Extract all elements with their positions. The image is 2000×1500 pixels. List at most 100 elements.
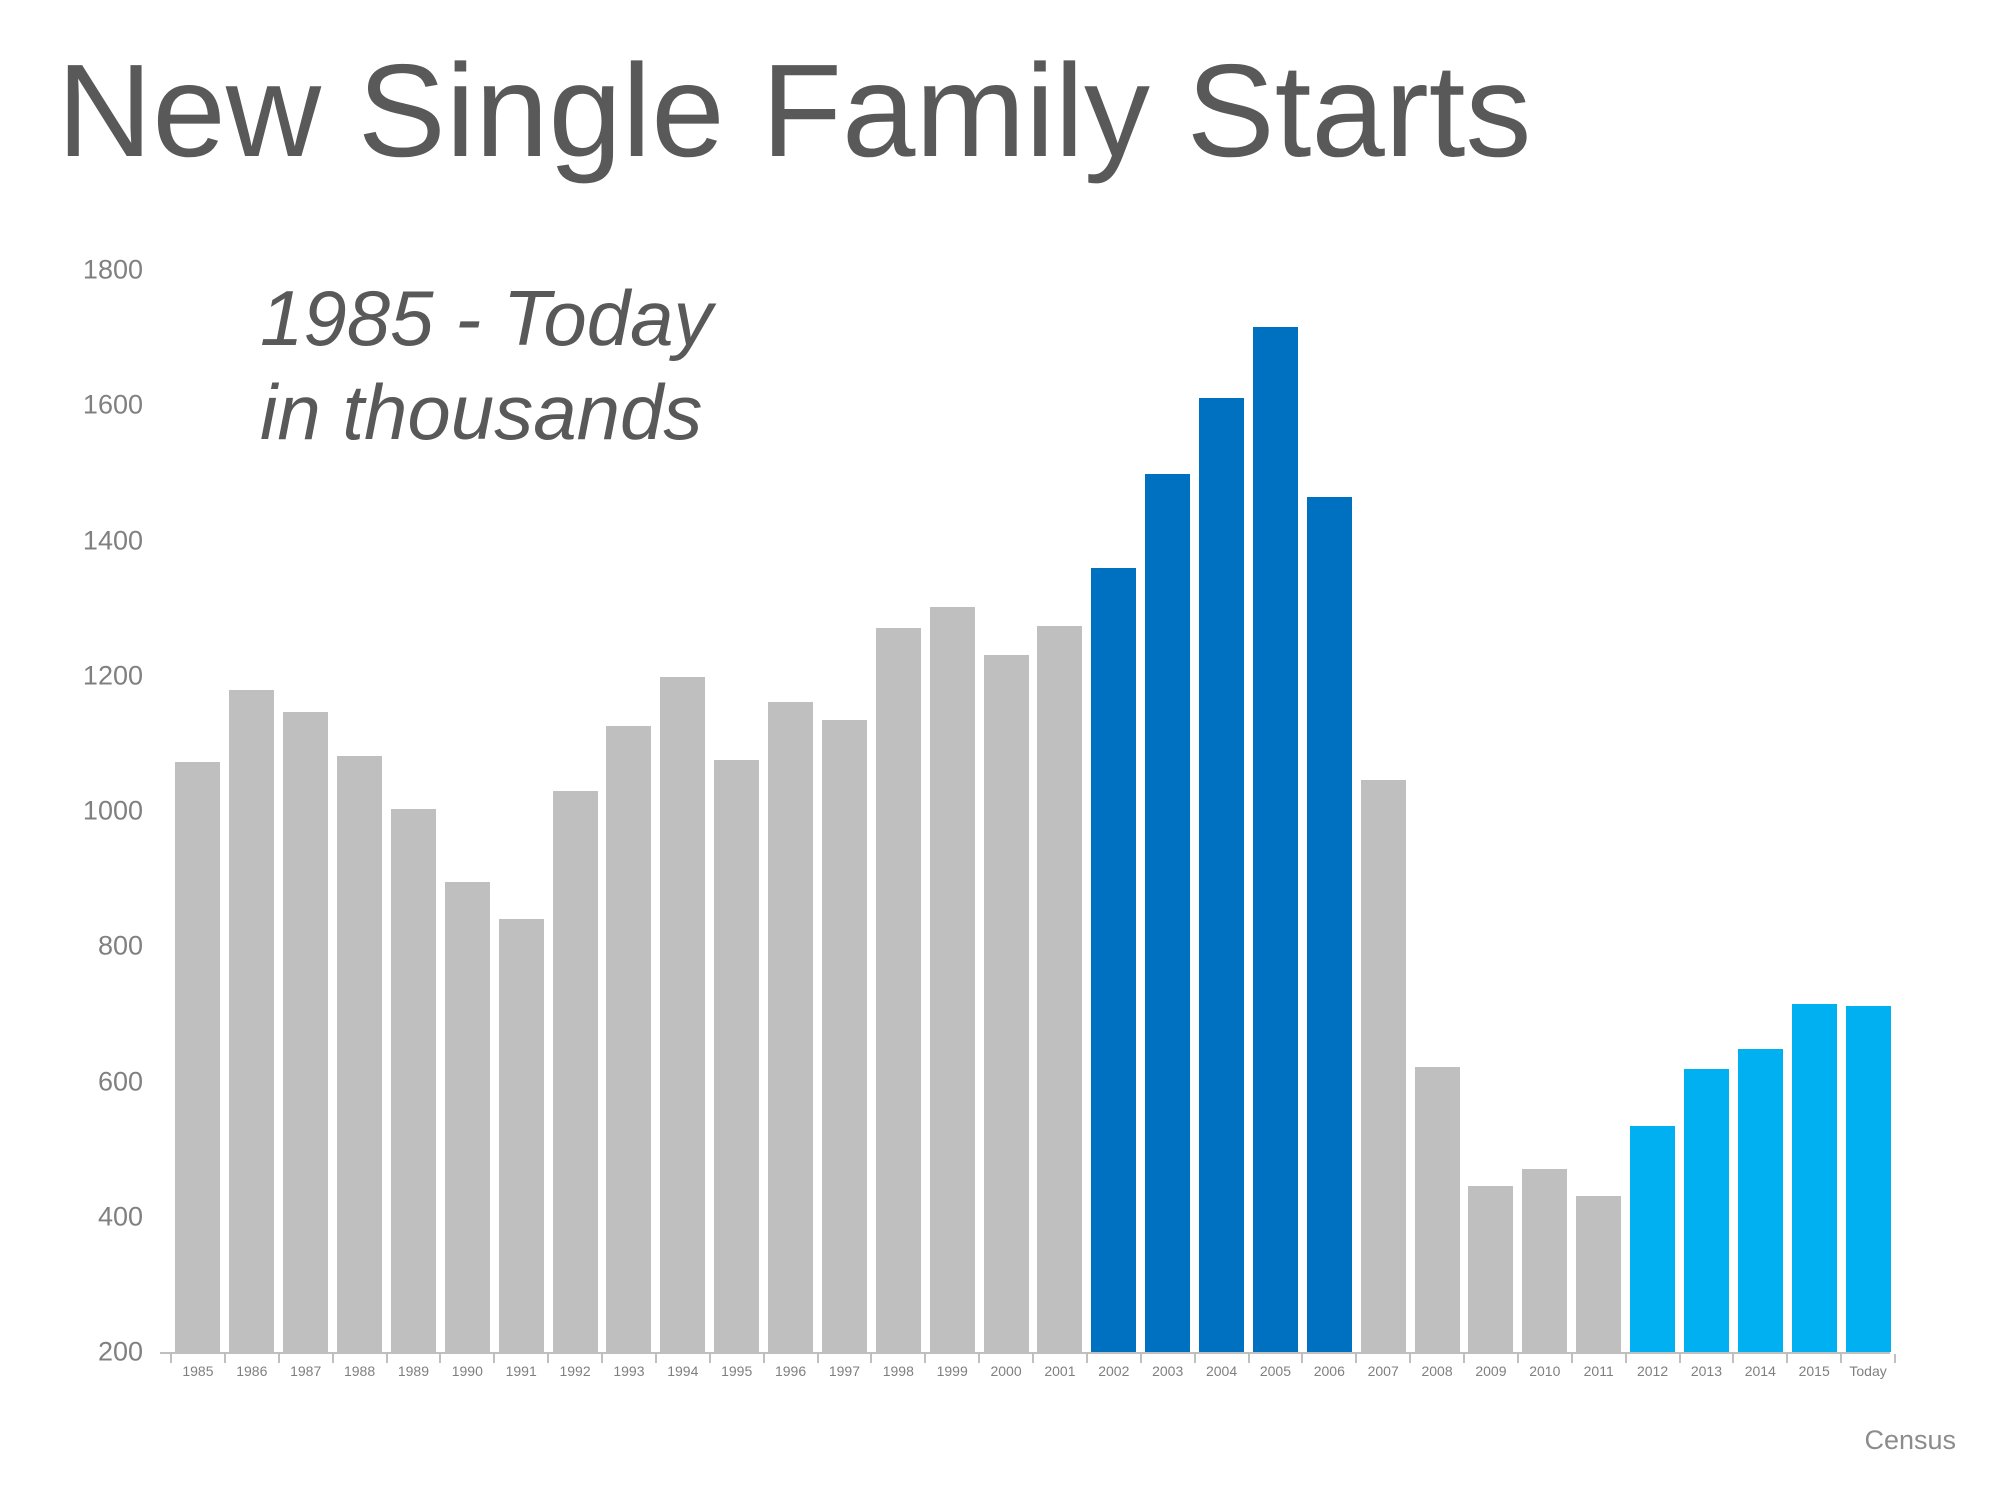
bar-cell — [171, 270, 225, 1352]
bar-cell — [1464, 270, 1518, 1352]
subtitle-line-2: in thousands — [260, 367, 703, 456]
y-tick-label: 600 — [97, 1066, 143, 1096]
bar-cell — [440, 270, 494, 1352]
bar-cell — [1410, 270, 1464, 1352]
bar-cell — [494, 270, 548, 1352]
axis-tick-mark — [1193, 1354, 1196, 1363]
x-tick-label: 2008 — [1421, 1363, 1453, 1379]
axis-tick-mark — [1085, 1354, 1088, 1363]
x-tick-label: 1993 — [613, 1363, 645, 1379]
bar-1993 — [606, 725, 652, 1352]
axis-tick-mark — [1840, 1354, 1843, 1363]
axis-tick-mark — [1570, 1354, 1573, 1363]
axis-tick-mark — [277, 1354, 280, 1363]
x-tick-label: 1987 — [290, 1363, 322, 1379]
bar-2010 — [1522, 1168, 1568, 1352]
bar-2002 — [1091, 568, 1137, 1352]
x-tick-label: 1992 — [559, 1363, 591, 1379]
bar-cell — [225, 270, 279, 1352]
bar-cell — [1572, 270, 1626, 1352]
x-tick-label: 2011 — [1583, 1363, 1614, 1379]
bar-cell — [656, 270, 710, 1352]
bar-2000 — [983, 654, 1029, 1352]
bar-cell — [871, 270, 925, 1352]
x-tick-label: 1985 — [182, 1363, 214, 1379]
bar-1985 — [175, 762, 221, 1352]
axis-tick-mark — [1409, 1354, 1412, 1363]
bar-cell — [1787, 270, 1841, 1352]
x-tick-label: 1996 — [774, 1363, 807, 1379]
bar-1988 — [337, 756, 383, 1352]
bar-1994 — [660, 677, 706, 1352]
x-tick-label: 1988 — [343, 1363, 376, 1379]
bar-1986 — [229, 690, 275, 1352]
bar-2003 — [1145, 473, 1191, 1352]
x-tick-label: 2009 — [1475, 1363, 1507, 1379]
bar-1999 — [929, 606, 975, 1352]
bar-cell — [279, 270, 333, 1352]
axis-tick-mark — [708, 1354, 711, 1363]
x-tick-label: 2015 — [1798, 1363, 1830, 1379]
bar-2014 — [1737, 1049, 1783, 1352]
y-tick-label: 800 — [97, 930, 143, 961]
bar-1996 — [768, 702, 814, 1352]
bar-2004 — [1199, 397, 1245, 1352]
y-tick-label: 200 — [97, 1336, 143, 1367]
bar-cell — [764, 270, 818, 1352]
x-tick-label: 2006 — [1313, 1363, 1345, 1379]
bar-cell — [1626, 270, 1680, 1352]
x-tick-label: 1991 — [505, 1363, 537, 1379]
bar-1991 — [498, 919, 544, 1352]
axis-tick-mark — [1786, 1354, 1789, 1363]
y-tick-label: 1800 — [82, 254, 143, 285]
x-tick-label: 2005 — [1259, 1363, 1292, 1379]
bar-cell — [1195, 270, 1249, 1352]
bar-cell — [1033, 270, 1087, 1352]
axis-tick-mark — [1247, 1354, 1250, 1363]
axis-tick-mark — [493, 1354, 496, 1363]
x-tick-label: 2007 — [1367, 1363, 1399, 1379]
x-tick-label: 2010 — [1529, 1363, 1561, 1379]
axis-tick-mark — [870, 1354, 873, 1363]
y-tick-label: 1400 — [82, 525, 143, 555]
bar-1992 — [552, 790, 598, 1352]
bar-cell — [602, 270, 656, 1352]
bar-cell — [1680, 270, 1734, 1352]
x-tick-label: 2014 — [1744, 1363, 1776, 1379]
subtitle-line-1: 1985 - Today — [260, 274, 713, 362]
bar-1995 — [714, 759, 760, 1352]
bar-series — [171, 270, 1895, 1352]
y-tick-label: 1600 — [82, 389, 143, 420]
bar-cell — [1141, 270, 1195, 1352]
axis-tick-mark — [924, 1354, 927, 1363]
x-tick-label: 1990 — [451, 1363, 483, 1379]
x-tick-label: 2001 — [1044, 1363, 1076, 1379]
axis-tick-mark — [978, 1354, 981, 1363]
axis-tick-mark — [1301, 1354, 1304, 1363]
x-axis-labels: 1985 1986 1987 1988 1989 1990 1991 1992 1993 1994… — [171, 1363, 1895, 1380]
x-tick-label: 2002 — [1098, 1363, 1130, 1379]
axis-tick-mark — [1894, 1354, 1896, 1363]
axis-tick-mark — [1624, 1354, 1627, 1363]
bar-cell — [818, 270, 872, 1352]
axis-tick-mark — [1732, 1354, 1735, 1363]
bar-cell — [548, 270, 602, 1352]
axis-tick-mark — [654, 1354, 657, 1363]
axis-tick-mark — [762, 1354, 765, 1363]
source-label: Census — [1864, 1425, 1956, 1455]
x-tick-label: 1998 — [882, 1363, 914, 1379]
bar-2012 — [1630, 1125, 1676, 1352]
x-axis-line — [160, 1352, 1890, 1354]
bar-cell — [979, 270, 1033, 1352]
bar-cell — [1841, 270, 1895, 1352]
x-tick-label: 1999 — [936, 1363, 968, 1379]
axis-tick-mark — [385, 1354, 388, 1363]
bar-cell — [1356, 270, 1410, 1352]
x-tick-label: 2013 — [1690, 1363, 1723, 1379]
axis-tick-mark — [601, 1354, 603, 1363]
bar-2005 — [1252, 326, 1298, 1352]
axis-tick-mark — [547, 1354, 550, 1363]
x-tick-label: 1989 — [397, 1363, 430, 1379]
bar-2006 — [1306, 496, 1352, 1352]
